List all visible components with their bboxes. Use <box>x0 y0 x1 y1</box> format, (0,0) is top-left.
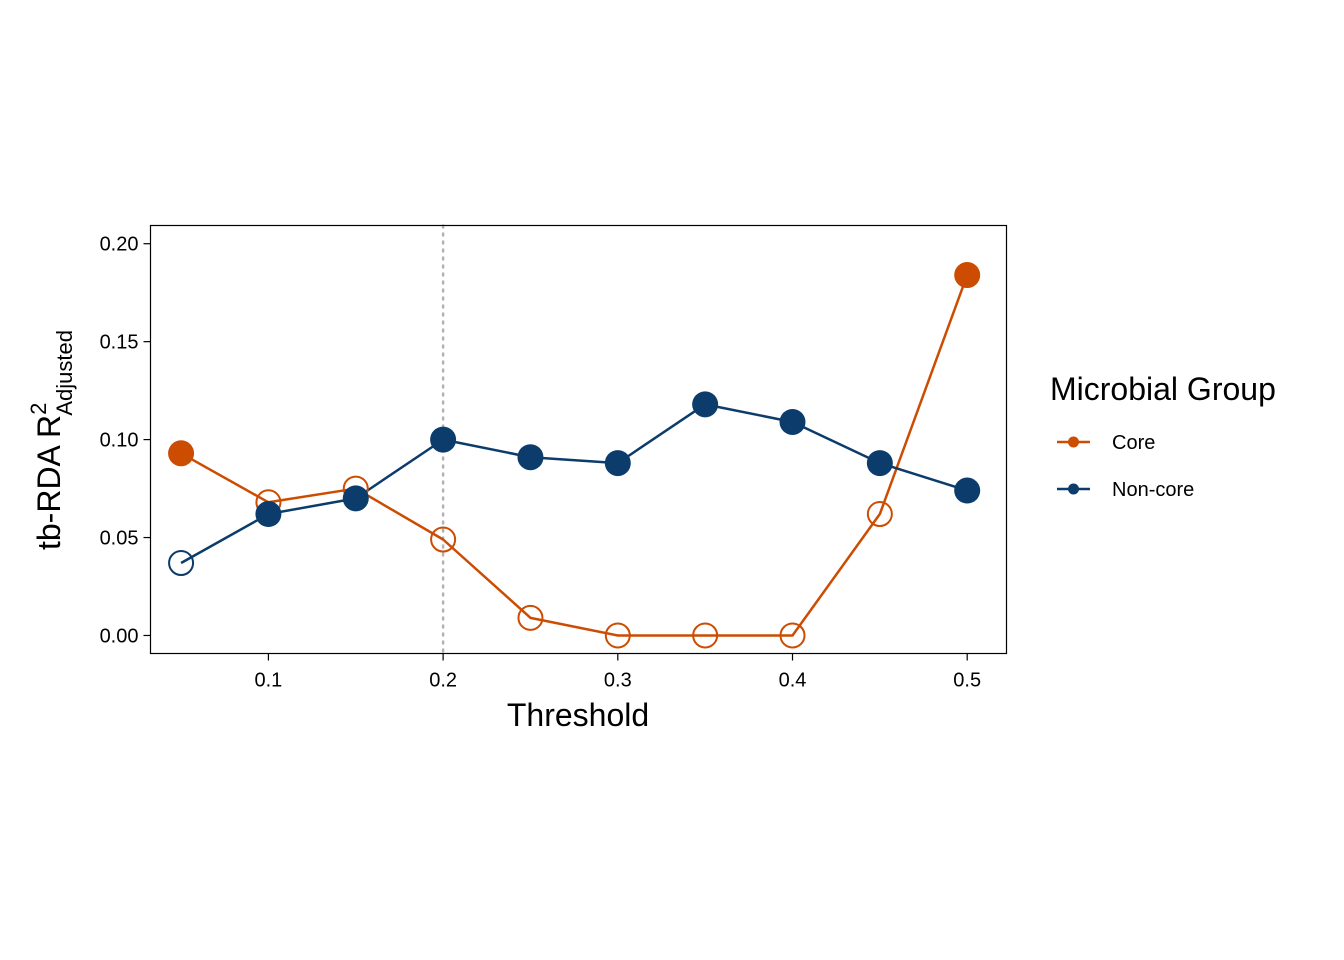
point-core-5 <box>604 622 631 649</box>
point-non-core-6 <box>692 391 719 418</box>
point-core-3 <box>430 526 457 553</box>
legend-label-non-core: Non-core <box>1112 479 1194 501</box>
y-tick-label-1: 0.05 <box>100 528 139 550</box>
x-axis-title: Threshold <box>507 697 649 733</box>
point-non-core-8 <box>866 450 893 477</box>
point-core-9 <box>954 262 981 289</box>
legend-label-core: Core <box>1112 432 1155 454</box>
point-core-7 <box>779 622 806 649</box>
series-line-core <box>180 274 969 637</box>
x-tick-label-2: 0.3 <box>604 670 632 692</box>
legend-title: Microbial Group <box>1050 371 1276 407</box>
y-tick-label-4: 0.20 <box>100 234 139 256</box>
point-non-core-7 <box>779 408 806 435</box>
y-axis-title-superscript: 2 <box>26 403 51 415</box>
x-tick-label-4: 0.5 <box>953 670 981 692</box>
y-tick-label-3: 0.15 <box>100 332 139 354</box>
point-non-core-0 <box>168 550 195 577</box>
point-core-4 <box>517 604 544 631</box>
point-core-0 <box>168 440 195 467</box>
point-non-core-1 <box>255 501 282 528</box>
y-axis-title-main: tb-RDA R <box>31 415 67 550</box>
x-tick-label-3: 0.4 <box>779 670 807 692</box>
series-points-layer <box>168 262 981 649</box>
legend-items: Core Non-core <box>1057 432 1194 501</box>
y-tick-label-2: 0.10 <box>100 430 139 452</box>
plot-panel <box>150 225 1007 654</box>
series-line-non-core <box>180 403 968 565</box>
point-non-core-3 <box>430 426 457 453</box>
y-axis-title: tb-RDA R2Adjusted <box>26 330 77 550</box>
svg-text:tb-RDA R2Adjusted: tb-RDA R2Adjusted <box>26 330 77 550</box>
point-non-core-2 <box>342 485 369 512</box>
point-non-core-9 <box>954 477 981 504</box>
legend-key-point-core <box>1068 436 1079 448</box>
y-tick-label-0: 0.00 <box>100 625 139 647</box>
y-axis: 0.00 0.05 0.10 0.15 0.20 <box>100 234 151 647</box>
legend-key-point-non-core <box>1068 483 1079 495</box>
legend: Microbial Group Core Non-core <box>1050 371 1276 501</box>
point-core-6 <box>692 622 719 649</box>
y-axis-title-subscript: Adjusted <box>52 330 77 416</box>
x-tick-label-0: 0.1 <box>255 670 283 692</box>
series-lines-layer <box>180 274 969 637</box>
x-axis: 0.1 0.2 0.3 0.4 0.5 <box>255 653 981 692</box>
x-tick-label-1: 0.2 <box>429 670 457 692</box>
point-non-core-5 <box>604 450 631 477</box>
point-core-8 <box>866 501 893 528</box>
point-non-core-4 <box>517 444 544 471</box>
